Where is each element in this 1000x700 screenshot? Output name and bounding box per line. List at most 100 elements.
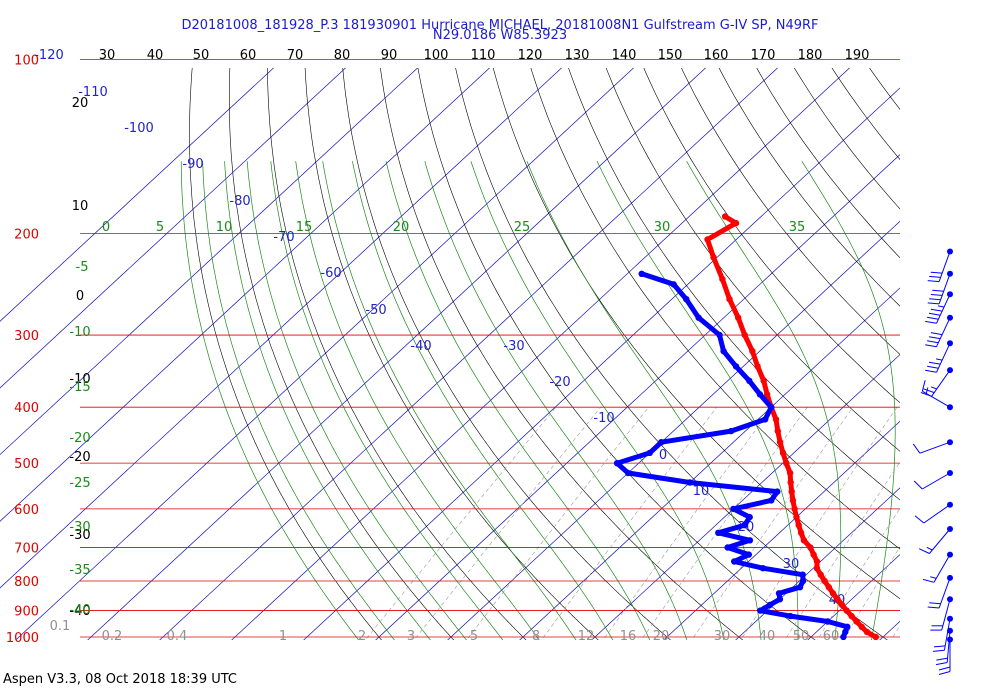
temperature-point: [791, 505, 798, 513]
dry-adiabat-label: 10: [72, 199, 89, 214]
dewpoint-point: [799, 571, 806, 578]
dewpoint-point: [775, 590, 783, 597]
top-temperature-label: 80: [334, 48, 351, 63]
isotherm-label: -60: [320, 266, 341, 281]
isotherm-line: [231, 68, 851, 640]
temperature-point: [810, 551, 817, 558]
isotherm-label: -90: [182, 157, 203, 172]
temperature-point: [732, 219, 740, 227]
top-temperature-label: 50: [193, 48, 210, 63]
top-temperature-label: 110: [471, 48, 496, 63]
dry-adiabat-line: [901, 60, 1000, 650]
temperature-point: [863, 628, 871, 636]
dewpoint-point: [638, 270, 645, 277]
dewpoint-point: [727, 427, 735, 435]
wind-barb-staff: [936, 294, 951, 324]
temperature-point: [774, 427, 781, 435]
dry-adiabat-label: -40: [69, 604, 90, 619]
isotherm-line: [0, 68, 491, 522]
temperature-point: [789, 497, 797, 504]
dewpoint-point: [768, 404, 775, 411]
mixing-ratio-label: 30: [714, 629, 731, 644]
wind-barb-feather: [913, 480, 923, 490]
wind-barb-staff: [922, 472, 951, 490]
wind-barb: [935, 627, 953, 666]
wind-barb: [920, 367, 953, 397]
isotherm-label: -80: [229, 194, 250, 209]
moist-adiabat-label: -35: [69, 563, 90, 578]
wind-barb-staff: [938, 251, 951, 282]
dry-adiabat-line: [530, 68, 900, 550]
mixing-ratio-label: 40: [759, 629, 776, 644]
wind-barb-feather: [925, 344, 937, 348]
dry-adiabat-line: [568, 68, 900, 501]
temperature-point: [710, 254, 717, 261]
top-temperature-label: 90: [381, 48, 398, 63]
pressure-label: 800: [14, 575, 39, 590]
isotherm-line: [942, 60, 1000, 650]
temperature-point: [848, 612, 855, 620]
wind-barb: [933, 615, 953, 652]
temperature-point: [788, 488, 795, 495]
mixing-ratio-label: 20: [653, 629, 670, 644]
top-temperature-label: 30: [99, 48, 116, 63]
isotherm-line: [591, 354, 900, 640]
mixing-ratio-line: [640, 407, 808, 640]
isotherm-line: [447, 220, 900, 640]
wind-barb: [938, 636, 953, 675]
wind-barb: [913, 470, 953, 490]
temperature-point: [795, 521, 802, 529]
dry-adiabat-line: [643, 68, 900, 404]
wind-barb: [925, 291, 953, 324]
dry-adiabat-label: -30: [69, 528, 90, 543]
wind-barb: [925, 314, 953, 348]
background-grid: [0, 60, 1000, 650]
dewpoint-point: [716, 331, 723, 339]
footer-text: Aspen V3.3, 08 Oct 2018 18:39 UTC: [3, 672, 237, 687]
temperature-point: [838, 601, 846, 609]
dewpoint-point: [757, 607, 764, 614]
dewpoint-point: [741, 521, 748, 529]
wind-barb-feather: [930, 294, 943, 296]
dewpoint-point: [695, 314, 702, 321]
wind-barb: [921, 380, 953, 411]
wind-barb-feather: [925, 369, 937, 373]
dry-adiabat-line: [605, 68, 900, 452]
wind-barb-staff: [923, 504, 951, 524]
dry-adiabat-line: [417, 68, 816, 640]
wind-barb-feather: [925, 320, 937, 324]
isotherm-line: [15, 68, 635, 640]
top-temperature-label: -120: [34, 48, 64, 63]
temperature-point: [735, 314, 742, 321]
temperature-point: [741, 331, 748, 339]
wind-barb: [912, 439, 953, 454]
moist-adiabat-line: [470, 161, 725, 640]
wind-barb-staff: [943, 618, 951, 651]
wind-barb-feather: [927, 316, 939, 320]
mixing-ratio-line: [784, 461, 900, 640]
dewpoint-point: [624, 469, 632, 477]
temperature-point: [858, 623, 865, 630]
dry-adiabat-line: [938, 60, 1000, 650]
isotherm-line: [519, 287, 900, 640]
dry-adiabat-label: -10: [69, 372, 90, 387]
dewpoint-point: [715, 529, 722, 536]
moist-adiabat-line: [801, 161, 896, 640]
dewpoint-point: [732, 363, 740, 370]
dewpoint-point: [768, 497, 775, 504]
wind-barb-feather: [933, 645, 946, 648]
mixing-ratio-line: [740, 407, 898, 640]
temperature-point: [772, 416, 780, 423]
temperature-point: [763, 391, 771, 398]
moist-adiabat-label: 0: [102, 220, 110, 235]
pressure-label: 900: [14, 605, 39, 620]
dewpoint-point: [796, 584, 804, 591]
mixing-ratio-label: 16: [620, 629, 637, 644]
mixing-ratio-line: [413, 407, 602, 640]
top-temperature-label: 190: [845, 48, 870, 63]
moist-adiabat-label: -5: [76, 260, 89, 275]
moist-adiabat-label: 5: [156, 220, 164, 235]
moist-adiabat-line: [295, 161, 540, 640]
temperature-point: [719, 275, 726, 283]
